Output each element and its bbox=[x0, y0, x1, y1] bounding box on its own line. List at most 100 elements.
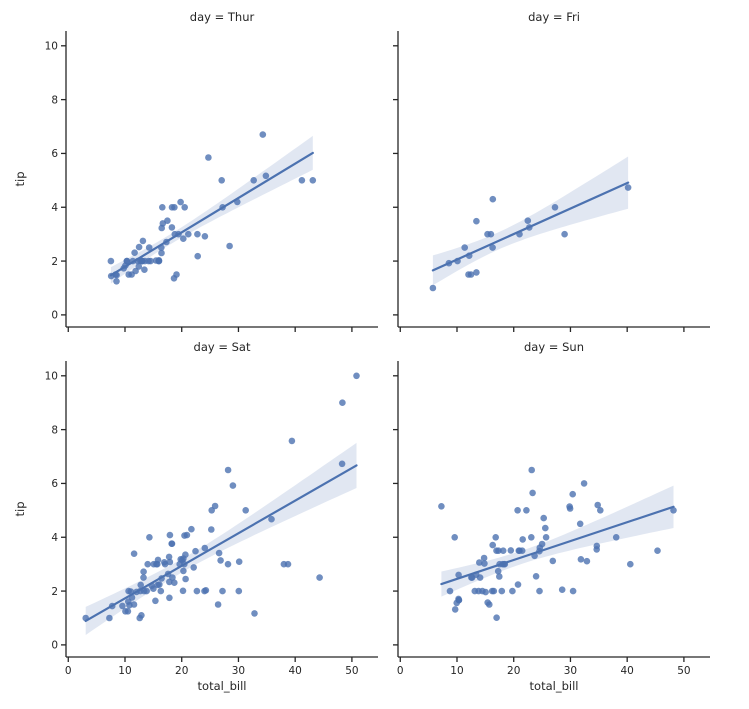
data-point bbox=[288, 437, 296, 445]
y-tick-label: 6 bbox=[51, 478, 58, 490]
data-point bbox=[166, 594, 173, 602]
data-point bbox=[163, 238, 170, 246]
data-point bbox=[218, 177, 225, 184]
data-point bbox=[467, 271, 475, 278]
data-point bbox=[593, 542, 601, 550]
data-point bbox=[131, 249, 138, 256]
data-point bbox=[164, 217, 171, 224]
data-point bbox=[339, 399, 346, 407]
data-point bbox=[251, 610, 258, 617]
data-point bbox=[569, 587, 577, 595]
data-point bbox=[583, 557, 591, 565]
data-point bbox=[139, 237, 147, 245]
data-point bbox=[133, 588, 140, 596]
data-point bbox=[558, 586, 566, 593]
y-tick-label: 6 bbox=[51, 148, 58, 160]
data-point bbox=[145, 244, 153, 251]
x-tick-label: 40 bbox=[288, 665, 301, 677]
data-point bbox=[492, 534, 500, 541]
scatter-points bbox=[82, 372, 360, 622]
data-point bbox=[476, 559, 483, 566]
data-point bbox=[141, 266, 148, 274]
data-point bbox=[168, 540, 175, 547]
plot-area bbox=[82, 372, 360, 635]
facet-panel-sat: day = Sat 0 10 20 30 40 50 0 2 4 6 8 10 total_bill tip bbox=[13, 340, 378, 693]
data-point bbox=[515, 547, 523, 554]
y-tick-label: 10 bbox=[45, 41, 58, 53]
data-point bbox=[524, 217, 532, 224]
x-tick-label: 20 bbox=[507, 665, 520, 677]
data-point bbox=[148, 582, 156, 589]
data-point bbox=[577, 556, 585, 563]
data-point bbox=[193, 587, 201, 595]
facet-title: day = Sat bbox=[194, 340, 251, 354]
data-point bbox=[594, 501, 601, 509]
data-point bbox=[190, 564, 197, 571]
data-point bbox=[107, 257, 115, 265]
data-point bbox=[454, 257, 461, 265]
data-point bbox=[519, 536, 526, 543]
plot-area bbox=[107, 131, 317, 285]
data-point bbox=[170, 275, 178, 282]
data-point bbox=[129, 257, 137, 265]
data-point bbox=[219, 204, 226, 211]
x-tick-label: 10 bbox=[450, 665, 463, 677]
data-point bbox=[549, 557, 557, 565]
data-point bbox=[192, 547, 199, 555]
x-tick-label: 40 bbox=[620, 665, 633, 677]
data-point bbox=[215, 549, 223, 557]
data-point bbox=[250, 177, 257, 184]
plot-area bbox=[429, 156, 632, 292]
data-point bbox=[509, 587, 516, 595]
data-point bbox=[201, 587, 208, 595]
data-point bbox=[224, 466, 232, 474]
data-point bbox=[166, 531, 174, 539]
data-point bbox=[166, 558, 174, 566]
data-point bbox=[185, 230, 192, 238]
data-point bbox=[219, 587, 226, 595]
data-point bbox=[140, 568, 147, 575]
data-point bbox=[540, 514, 547, 522]
data-point bbox=[152, 597, 159, 605]
y-tick-label: 0 bbox=[51, 640, 58, 652]
data-point bbox=[165, 553, 173, 561]
data-point bbox=[532, 573, 540, 580]
scatter-points bbox=[107, 131, 317, 285]
data-point bbox=[284, 560, 292, 568]
data-point bbox=[181, 204, 188, 211]
data-point bbox=[119, 602, 126, 610]
data-point bbox=[171, 204, 178, 211]
data-point bbox=[158, 244, 165, 251]
data-point bbox=[234, 198, 241, 206]
data-point bbox=[451, 606, 459, 613]
x-tick-label: 20 bbox=[175, 665, 188, 677]
data-point bbox=[536, 587, 543, 595]
data-point bbox=[125, 587, 132, 595]
data-point bbox=[188, 525, 195, 533]
data-point bbox=[465, 252, 473, 259]
data-point bbox=[106, 614, 113, 622]
regression-line bbox=[109, 151, 314, 277]
data-point bbox=[108, 602, 116, 610]
data-point bbox=[262, 172, 270, 180]
x-tick-label: 30 bbox=[564, 665, 577, 677]
data-point bbox=[461, 244, 469, 251]
facet-panel-fri: day = Fri bbox=[393, 10, 710, 332]
x-axis-label: total_bill bbox=[198, 679, 247, 693]
data-point bbox=[489, 541, 497, 549]
data-point bbox=[226, 242, 233, 250]
x-tick-label: 30 bbox=[232, 665, 245, 677]
data-point bbox=[488, 587, 496, 595]
data-point bbox=[169, 574, 176, 581]
data-point bbox=[179, 587, 187, 595]
data-point bbox=[182, 575, 189, 583]
data-point bbox=[235, 558, 243, 565]
data-point bbox=[140, 574, 147, 581]
data-point bbox=[159, 204, 166, 211]
plot-area bbox=[438, 466, 677, 621]
data-point bbox=[496, 573, 503, 580]
data-point bbox=[531, 552, 538, 560]
data-point bbox=[158, 224, 165, 232]
data-point bbox=[158, 575, 165, 582]
